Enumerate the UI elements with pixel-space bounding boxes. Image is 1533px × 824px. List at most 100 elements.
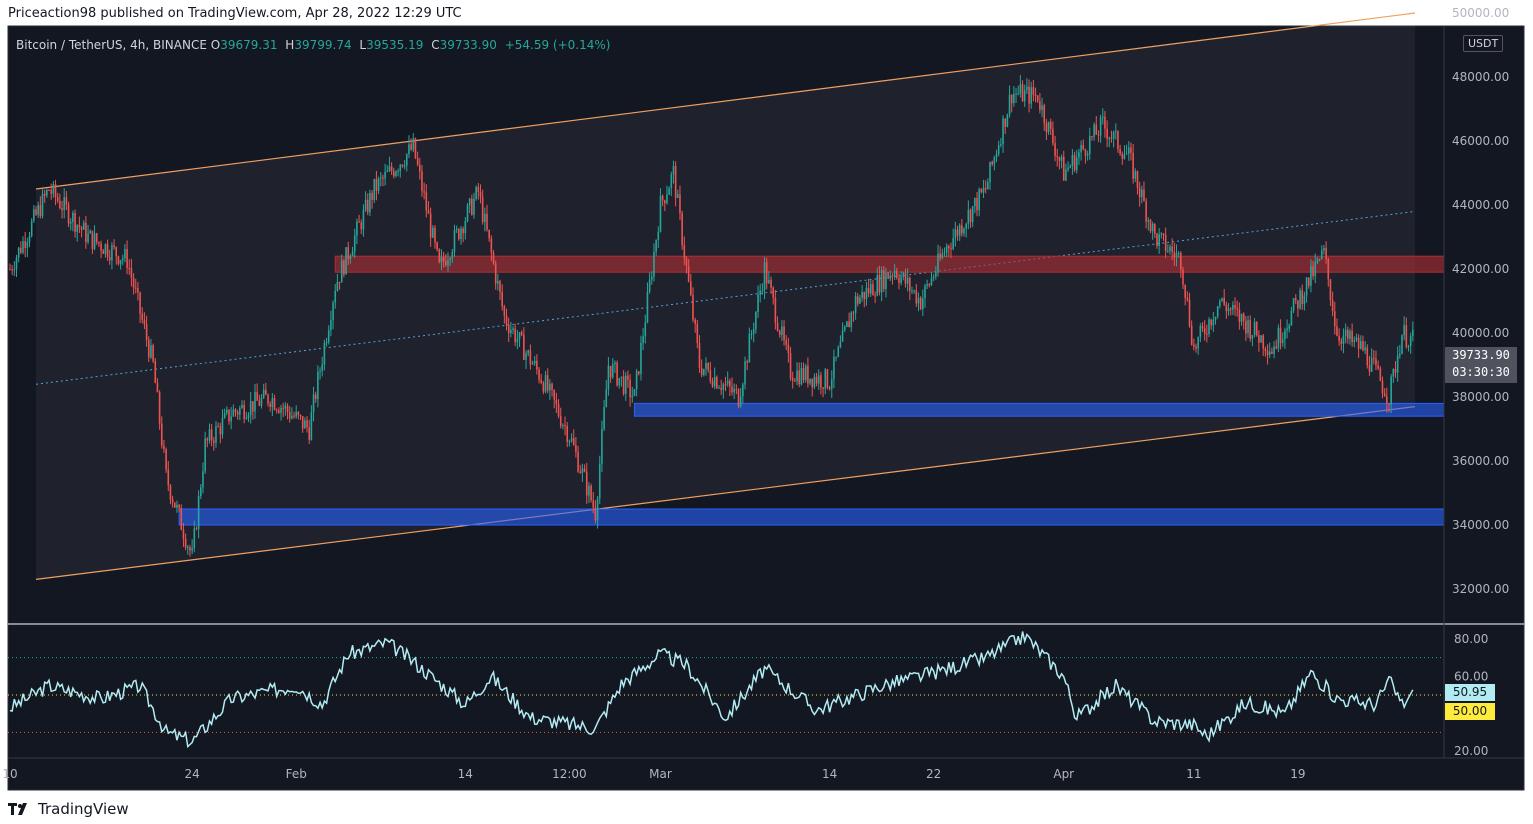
candle-body: [603, 407, 605, 429]
footer-brand[interactable]: TradingView: [38, 800, 129, 818]
rsi-tick-label: 20.00: [1454, 744, 1488, 758]
candle-body: [408, 144, 410, 155]
candle-body: [152, 345, 154, 362]
candle-body: [778, 330, 781, 335]
support-zone-3[interactable]: [178, 508, 1445, 526]
candle-body: [30, 220, 33, 236]
candle-body: [690, 281, 692, 295]
candle-body: [919, 297, 922, 310]
candle-body: [392, 171, 395, 177]
candle-body: [310, 412, 313, 440]
candle-body: [878, 275, 881, 293]
candle-body: [609, 365, 612, 378]
candle-body: [1145, 200, 1147, 222]
currency-unit-badge[interactable]: USDT: [1463, 35, 1504, 52]
candle-body: [711, 381, 714, 387]
candle-body: [887, 272, 889, 279]
candle-body: [1065, 169, 1067, 181]
candle-body: [1184, 284, 1186, 298]
candle-body: [124, 249, 126, 259]
candle-body: [286, 405, 289, 413]
candle-body: [106, 244, 109, 257]
candle-body: [280, 407, 282, 413]
tradingview-logo-icon[interactable]: [8, 801, 32, 817]
candle-body: [254, 392, 256, 412]
candle-body: [371, 193, 373, 200]
candle-body: [256, 392, 258, 401]
candle-body: [93, 233, 96, 249]
candle-body: [1199, 326, 1202, 338]
candle-body: [356, 221, 358, 236]
candle-body: [1333, 311, 1336, 327]
candle-body: [1021, 84, 1024, 102]
symbol-label[interactable]: Bitcoin / TetherUS, 4h, BINANCE: [16, 38, 207, 52]
candle-body: [1236, 308, 1239, 310]
candle-body: [1036, 95, 1039, 102]
candle-body: [663, 200, 666, 204]
candle-body: [800, 368, 803, 385]
candle-body: [1227, 308, 1230, 312]
candle-body: [1125, 153, 1128, 155]
candle-body: [694, 319, 696, 324]
candle-body: [950, 248, 952, 250]
candle-body: [1158, 234, 1160, 247]
candle-body: [876, 275, 879, 296]
candle-body: [100, 243, 102, 251]
candle-body: [898, 277, 900, 283]
candle-body: [347, 247, 350, 260]
candle-body: [362, 209, 365, 230]
candle-body: [236, 412, 239, 415]
candle-body: [1375, 358, 1377, 366]
candle-body: [1101, 116, 1104, 118]
candle-body: [622, 376, 625, 394]
resistance-zone-1[interactable]: [334, 255, 1445, 273]
candle-body: [640, 342, 642, 374]
candle-body: [922, 298, 924, 310]
candle-body: [306, 420, 308, 428]
candle-body: [278, 410, 280, 413]
candle-body: [520, 332, 523, 335]
candle-body: [759, 290, 762, 295]
candle-body: [1399, 353, 1401, 356]
candle-body: [304, 420, 306, 429]
candle-body: [204, 438, 206, 472]
candle-body: [1383, 393, 1386, 397]
candle-body: [429, 213, 432, 238]
candle-body: [1253, 321, 1256, 336]
candle-body: [1136, 171, 1139, 188]
candle-body: [674, 166, 677, 198]
candle-body: [1088, 136, 1091, 155]
candle-body: [739, 396, 742, 407]
rsi-line: [9, 631, 1414, 749]
channel-middle-line[interactable]: [35, 210, 1416, 385]
candle-body: [618, 378, 621, 386]
candle-body: [1284, 330, 1286, 340]
candle-body: [1318, 258, 1321, 260]
support-zone-2[interactable]: [633, 402, 1445, 417]
candle-body: [78, 224, 81, 228]
candle-body: [24, 240, 26, 248]
candle-body: [104, 244, 107, 254]
time-tick-label: 10: [2, 767, 17, 781]
candle-body: [132, 277, 135, 288]
candle-body: [804, 365, 807, 380]
candle-body: [486, 213, 488, 230]
candle-body: [59, 200, 61, 209]
candle-body: [1299, 290, 1301, 309]
candle-body: [1138, 187, 1141, 198]
candle-body: [531, 363, 534, 365]
channel-upper-line[interactable]: [35, 12, 1416, 190]
footer: TradingView: [8, 798, 129, 820]
candle-body: [592, 500, 595, 508]
candle-body: [1362, 341, 1364, 351]
rsi-value-tag: 50.95: [1445, 684, 1495, 701]
candle-body: [835, 356, 837, 358]
channel-lower-line[interactable]: [35, 406, 1416, 580]
candle-body: [648, 279, 651, 292]
candle-body: [1240, 313, 1243, 322]
candles-layer: [9, 75, 1414, 557]
candle-body: [488, 229, 490, 239]
candle-body: [1342, 335, 1345, 344]
candle-body: [423, 191, 425, 193]
